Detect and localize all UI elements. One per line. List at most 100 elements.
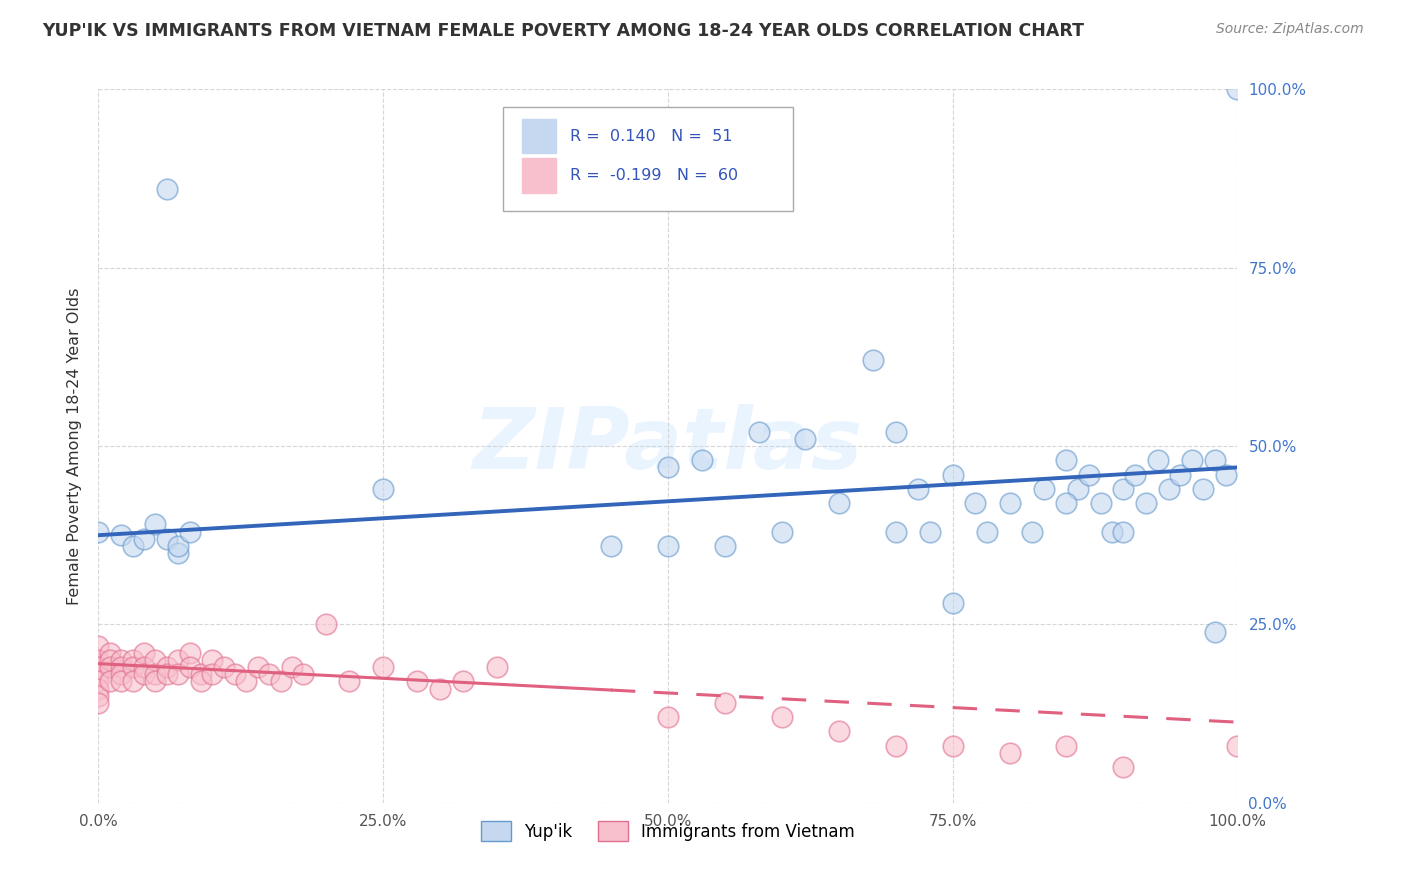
Point [486,660,509,674]
Point [98,646,121,660]
Point [793,432,815,446]
Point [315,617,337,632]
Point [1067,482,1090,496]
Point [87,667,110,681]
Point [179,524,201,539]
Point [1054,453,1078,467]
Point [1054,496,1078,510]
Point [87,674,110,689]
Point [1112,524,1135,539]
Point [246,660,269,674]
Point [121,660,143,674]
Point [714,696,737,710]
Point [337,674,360,689]
Point [600,539,623,553]
Point [201,667,224,681]
Point [998,496,1021,510]
Point [235,674,257,689]
Point [110,653,132,667]
Point [1021,524,1043,539]
Point [110,667,132,681]
Text: R =  0.140   N =  51: R = 0.140 N = 51 [569,128,733,144]
Point [942,467,965,482]
Point [1226,739,1249,753]
Point [884,425,907,439]
Point [1204,453,1226,467]
Point [179,646,201,660]
Point [1170,467,1192,482]
Point [429,681,451,696]
Point [132,660,155,674]
Point [770,524,793,539]
Point [1101,524,1123,539]
Point [1181,453,1204,467]
Point [87,696,110,710]
Point [281,660,304,674]
Point [87,524,110,539]
Point [1090,496,1112,510]
Point [179,660,201,674]
Point [451,674,474,689]
Point [224,667,246,681]
Point [918,524,941,539]
Point [1157,482,1180,496]
Point [145,667,167,681]
Point [156,660,179,674]
Point [132,646,155,660]
Text: ZIPatlas: ZIPatlas [472,404,863,488]
Point [942,739,965,753]
Point [87,639,110,653]
Point [292,667,315,681]
Text: YUP'IK VS IMMIGRANTS FROM VIETNAM FEMALE POVERTY AMONG 18-24 YEAR OLDS CORRELATI: YUP'IK VS IMMIGRANTS FROM VIETNAM FEMALE… [42,22,1084,40]
Point [156,182,179,196]
Text: Source: ZipAtlas.com: Source: ZipAtlas.com [1216,22,1364,37]
Point [98,660,121,674]
Point [132,667,155,681]
Point [828,496,851,510]
Point [657,539,679,553]
Point [167,539,190,553]
FancyBboxPatch shape [503,107,793,211]
Point [167,667,190,681]
Bar [522,120,557,153]
Bar [522,159,557,193]
Point [884,524,907,539]
Point [98,674,121,689]
Point [828,724,851,739]
Point [406,674,429,689]
Point [884,739,907,753]
Point [121,653,143,667]
Legend: Yup'ik, Immigrants from Vietnam: Yup'ik, Immigrants from Vietnam [474,814,862,848]
Point [998,746,1021,760]
Point [201,653,224,667]
Point [1112,760,1135,774]
Point [1204,624,1226,639]
Point [145,517,167,532]
Point [1146,453,1168,467]
Point [1032,482,1054,496]
Point [1192,482,1215,496]
Point [87,660,110,674]
Point [1078,467,1101,482]
Point [110,674,132,689]
Point [259,667,281,681]
Point [690,453,713,467]
Point [190,674,212,689]
Point [1112,482,1135,496]
Point [657,460,679,475]
Point [1226,82,1249,96]
Point [156,667,179,681]
Point [212,660,235,674]
Point [371,482,394,496]
Point [121,674,143,689]
Point [190,667,212,681]
Point [145,674,167,689]
Point [1215,467,1237,482]
Point [371,660,394,674]
Point [87,689,110,703]
Point [862,353,884,368]
Text: R =  -0.199   N =  60: R = -0.199 N = 60 [569,168,738,183]
Point [907,482,929,496]
Point [132,532,155,546]
Point [1054,739,1078,753]
